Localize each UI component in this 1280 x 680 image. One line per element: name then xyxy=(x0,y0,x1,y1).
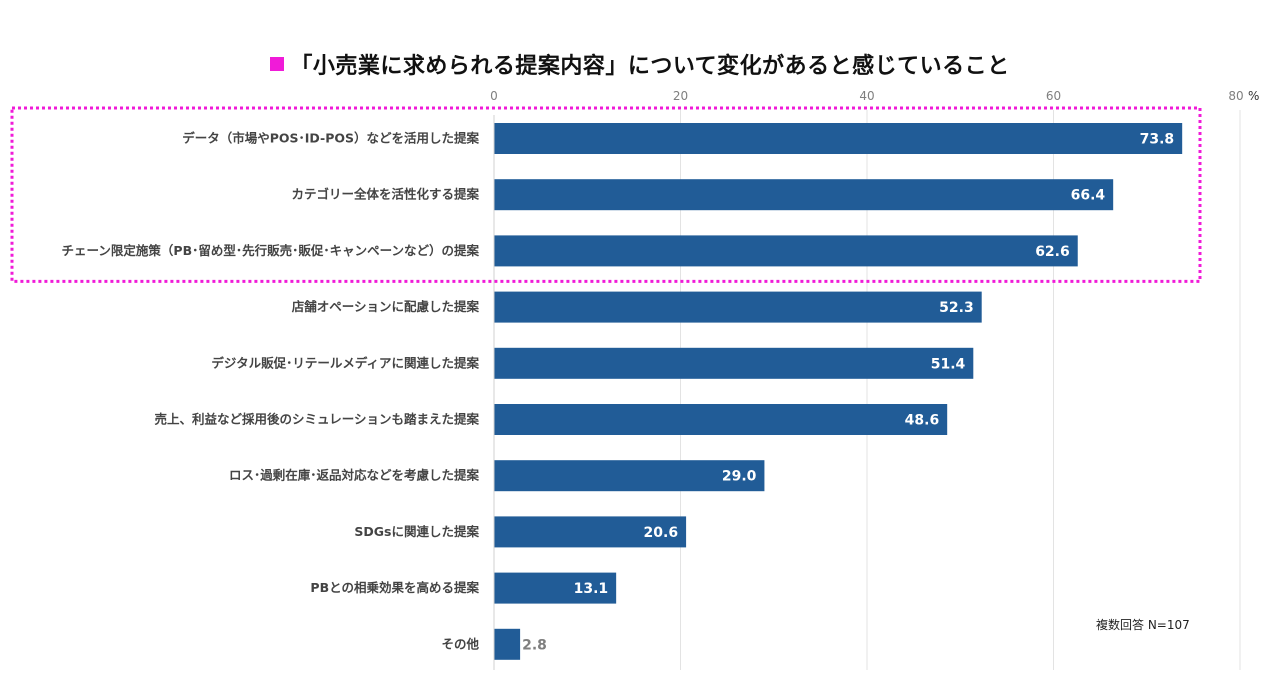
data-label: 66.4 xyxy=(1071,188,1106,204)
category-label: デジタル販促･リテールメディアに関連した提案 xyxy=(211,355,479,370)
x-unit-label: % xyxy=(1248,89,1259,103)
data-label: 73.8 xyxy=(1140,132,1175,148)
category-label: データ（市場やPOS･ID-POS）などを活用した提案 xyxy=(182,131,479,146)
chart-title-text: 「小売業に求められる提案内容」について変化があると感じていること xyxy=(290,54,1010,79)
bar xyxy=(494,291,982,323)
highlight-box xyxy=(10,106,1202,283)
category-label: その他 xyxy=(441,636,479,651)
category-label: PBとの相乗効果を高める提案 xyxy=(310,580,479,595)
x-tick-label: 0 xyxy=(490,89,498,103)
bar xyxy=(494,628,521,660)
title-marker-icon xyxy=(270,57,285,71)
category-label: 売上、利益など採用後のシミュレーションも踏まえた提案 xyxy=(154,412,479,427)
data-label: 48.6 xyxy=(905,413,940,429)
bar xyxy=(494,572,617,604)
bar xyxy=(494,179,1114,211)
category-label: 店舗オペーションに配慮した提案 xyxy=(292,299,480,314)
bar xyxy=(494,347,974,379)
category-label: チェーン限定施策（PB･留め型･先行販売･販促･キャンペーンなど）の提案 xyxy=(62,243,480,258)
category-label: ロス･過剰在庫･返品対応などを考慮した提案 xyxy=(229,468,480,483)
category-label: SDGsに関連した提案 xyxy=(354,524,479,539)
data-label: 52.3 xyxy=(939,300,974,316)
category-label: カテゴリー全体を活性化する提案 xyxy=(291,187,479,202)
bar xyxy=(494,516,687,548)
data-label: 20.6 xyxy=(644,525,679,541)
chart-title: 「小売業に求められる提案内容」について変化があると感じていること xyxy=(0,48,1280,80)
data-label: 29.0 xyxy=(722,469,757,485)
bar xyxy=(494,235,1078,267)
response-note: 複数回答 N=107 xyxy=(1096,618,1190,632)
x-tick-label: 40 xyxy=(859,89,874,103)
bar xyxy=(494,123,1183,154)
data-label: 13.1 xyxy=(574,581,609,597)
data-label: 62.6 xyxy=(1035,244,1070,260)
bar xyxy=(494,404,948,435)
bar xyxy=(494,460,765,492)
x-tick-label: 20 xyxy=(673,89,688,103)
x-tick-label: 60 xyxy=(1046,89,1061,103)
data-label: 2.8 xyxy=(522,637,547,653)
x-tick-label: 80 xyxy=(1228,89,1243,103)
data-label: 51.4 xyxy=(931,356,966,372)
